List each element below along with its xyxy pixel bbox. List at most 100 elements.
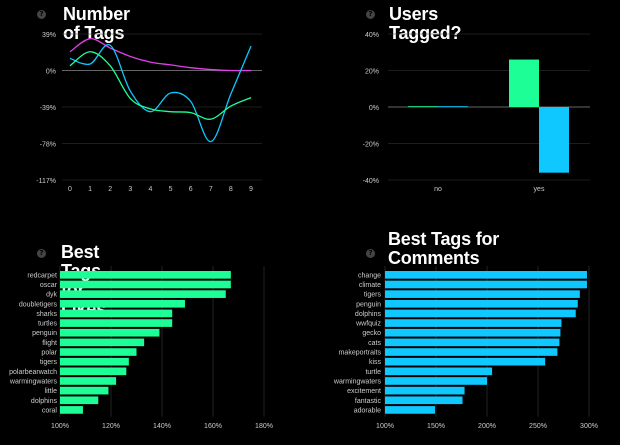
category-label: redcarpet: [27, 272, 57, 279]
y-tick-label: -20%: [363, 142, 379, 149]
x-tick-label: 200%: [478, 423, 496, 430]
bar: [385, 396, 463, 405]
category-label: penguin: [356, 301, 381, 308]
bar: [385, 338, 560, 347]
category-label: dolphins: [31, 398, 58, 405]
category-label: dyk: [46, 292, 57, 299]
category-label: tigers: [364, 292, 382, 299]
y-tick-label: 40%: [365, 32, 379, 39]
y-tick-label: -117%: [36, 178, 56, 185]
bar: [60, 367, 127, 376]
bar: [385, 319, 562, 327]
help-circle-icon[interactable]: ?: [366, 10, 375, 19]
category-label: polar: [41, 350, 57, 357]
category-label: climate: [359, 282, 381, 289]
bar: [385, 309, 576, 318]
x-tick-label: 6: [189, 186, 193, 193]
y-tick-label: 0%: [46, 69, 56, 76]
bar: [60, 299, 185, 308]
bar: [539, 107, 569, 173]
y-tick-label: 0%: [369, 105, 379, 112]
bar: [385, 280, 587, 289]
category-label: warmingwaters: [9, 378, 58, 385]
category-label: dolphins: [355, 311, 382, 318]
category-label: change: [358, 272, 381, 279]
bar: [385, 299, 578, 308]
category-label: little: [45, 388, 58, 395]
bar: [385, 367, 493, 376]
x-tick-label: 8: [229, 186, 233, 193]
x-tick-label: 160%: [204, 423, 222, 430]
category-label: warmingwaters: [333, 378, 382, 385]
help-circle-icon[interactable]: ?: [37, 10, 46, 19]
x-tick-label: 300%: [580, 423, 598, 430]
x-tick-label: 3: [128, 186, 132, 193]
bar: [60, 377, 117, 385]
category-label: wwfquiz: [355, 321, 381, 328]
x-tick-label: 140%: [153, 423, 171, 430]
chart-title: Users Tagged?: [389, 4, 462, 43]
series-line: [69, 38, 252, 72]
help-circle-icon[interactable]: ?: [37, 249, 46, 258]
category-label: coral: [42, 407, 58, 414]
category-label: sharks: [36, 311, 57, 318]
bar: [60, 396, 99, 405]
bar: [60, 338, 145, 347]
x-tick-label: 9: [249, 186, 253, 193]
series-line: [69, 43, 252, 143]
bar: [60, 280, 231, 289]
bar: [509, 59, 539, 107]
category-label: makeportraits: [339, 350, 382, 357]
category-label: excitement: [347, 388, 381, 395]
category-label: kiss: [369, 359, 382, 366]
bar: [385, 328, 561, 337]
bar-chart: 40% 20% 0% -20% -40% no yes: [363, 32, 590, 193]
category-label: flight: [42, 340, 57, 347]
category-label: turtles: [38, 321, 58, 328]
bar: [408, 106, 438, 107]
y-tick-label: -39%: [40, 105, 56, 112]
y-tick-label: 20%: [365, 69, 379, 76]
bar: [385, 271, 587, 279]
category-label: polarbearwatch: [9, 369, 57, 376]
help-circle-icon[interactable]: ?: [366, 249, 375, 258]
x-tick-label: 7: [209, 186, 213, 193]
category-label: penguin: [32, 330, 57, 337]
y-tick-label: -78%: [40, 142, 56, 149]
category-label: gecko: [362, 330, 381, 337]
hbar-chart: 100% 120% 140% 160% 180% redcarpet oscar dyk dou…: [9, 266, 273, 430]
category-label: fantastic: [355, 398, 382, 405]
category-label: adorable: [354, 407, 381, 414]
x-tick-label: yes: [534, 186, 545, 193]
bar: [60, 290, 226, 298]
category-label: oscar: [40, 282, 58, 289]
x-tick-label: 120%: [102, 423, 120, 430]
bar: [385, 377, 487, 385]
bar: [385, 386, 465, 395]
bar: [60, 386, 109, 395]
bar: [60, 357, 129, 366]
bar: [385, 290, 580, 298]
x-tick-label: 4: [148, 186, 152, 193]
category-label: tigers: [40, 359, 58, 366]
category-label: doubletigers: [19, 301, 58, 308]
bar: [385, 348, 558, 356]
x-tick-label: 100%: [51, 423, 69, 430]
bar: [60, 271, 231, 279]
category-label: cats: [368, 340, 381, 347]
y-tick-label: 39%: [42, 32, 56, 39]
bar: [438, 106, 468, 107]
bar: [60, 406, 83, 414]
x-tick-label: 100%: [376, 423, 394, 430]
bar: [385, 357, 546, 366]
x-tick-label: 150%: [427, 423, 445, 430]
x-tick-label: 0: [68, 186, 72, 193]
bar: [385, 406, 435, 414]
x-tick-label: 1: [88, 186, 92, 193]
bar: [60, 328, 160, 337]
y-tick-label: -40%: [363, 178, 379, 185]
x-tick-label: 180%: [255, 423, 273, 430]
chart-title: Number of Tags: [63, 4, 130, 43]
line-chart: 39% 0% -39% -78% -117% 0 1 2 3 4 5 6 7 8 9: [36, 32, 262, 193]
